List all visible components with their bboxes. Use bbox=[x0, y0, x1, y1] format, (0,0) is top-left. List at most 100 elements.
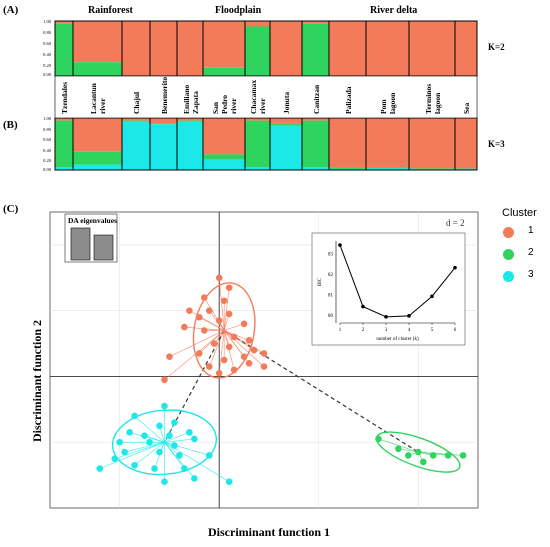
population-label: Pom bbox=[379, 99, 388, 114]
legend-swatch-1 bbox=[503, 227, 514, 238]
population-label: river bbox=[258, 98, 267, 114]
k3-label: K=3 bbox=[488, 139, 505, 149]
cluster-3-point bbox=[171, 419, 178, 426]
k3-bar-3 bbox=[455, 168, 477, 170]
k2-bar-1 bbox=[455, 21, 477, 76]
cluster-2-point bbox=[419, 458, 427, 466]
k2-bar-2 bbox=[55, 23, 73, 76]
k3-bar-3 bbox=[270, 125, 302, 170]
ytick: 0.20 bbox=[43, 63, 51, 68]
k3-bar-1 bbox=[122, 118, 150, 121]
population-label: Sea bbox=[462, 102, 471, 114]
cluster-3-point bbox=[131, 412, 138, 420]
cluster-2-point bbox=[429, 452, 437, 459]
k3-bar-1 bbox=[150, 118, 177, 124]
cluster-1-point bbox=[225, 343, 233, 351]
cluster-2-point bbox=[395, 445, 402, 453]
bic-x-tick-label: 2 bbox=[362, 328, 365, 333]
cluster-2-point bbox=[405, 452, 412, 459]
cluster-1-point bbox=[215, 317, 223, 324]
ytick: 0.00 bbox=[43, 167, 51, 172]
cluster-3-point bbox=[146, 438, 153, 446]
population-label: Terminos bbox=[423, 83, 433, 114]
bic-line bbox=[339, 244, 456, 318]
cluster-1-spoke bbox=[169, 330, 225, 358]
k3-bar-1 bbox=[55, 118, 73, 121]
ytick: 1.00 bbox=[43, 19, 51, 24]
cluster-2-point bbox=[414, 448, 422, 456]
ytick: 0.20 bbox=[43, 158, 51, 163]
cluster-1-point bbox=[196, 313, 203, 321]
k3-bar-3 bbox=[245, 167, 270, 170]
ytick: 0.00 bbox=[43, 72, 51, 77]
cluster-1-point bbox=[260, 363, 268, 370]
cluster-1-point bbox=[196, 350, 203, 357]
cluster-3-point bbox=[96, 465, 104, 472]
cluster-3-point bbox=[156, 422, 163, 430]
bic-x-tick-label: 6 bbox=[454, 328, 457, 333]
k3-bar-2 bbox=[455, 168, 477, 169]
population-label: Emiliano bbox=[181, 84, 191, 114]
bic-y-label: BIC bbox=[318, 277, 323, 286]
ytick: 1.00 bbox=[43, 116, 51, 121]
cluster-3-point bbox=[161, 402, 168, 410]
legend-label-1: 1 bbox=[528, 225, 534, 236]
eigenvalue-bar bbox=[93, 234, 114, 261]
k3-bar-2 bbox=[329, 167, 366, 169]
cluster-1-point bbox=[205, 307, 213, 314]
bic-x-label: number of cluster (k) bbox=[376, 337, 419, 342]
cluster-1-point bbox=[240, 320, 248, 328]
k3-bar-2 bbox=[73, 151, 122, 165]
k2-bar-1 bbox=[366, 21, 409, 76]
legend-label-2: 2 bbox=[528, 247, 534, 258]
bic-x-tick-label: 1 bbox=[339, 328, 342, 333]
population-label: Canitzan bbox=[311, 84, 321, 114]
population-label: Chacamax bbox=[249, 79, 258, 114]
cluster-3-spoke bbox=[114, 441, 165, 459]
bic-y-tick-label: 81 bbox=[328, 293, 334, 298]
cluster-3-point bbox=[205, 452, 213, 459]
cluster-1-point bbox=[161, 376, 168, 384]
k2-bar-1 bbox=[150, 21, 177, 76]
eigenvalue-bar bbox=[70, 227, 91, 261]
cluster-1-point bbox=[230, 333, 238, 341]
k2-bar-1 bbox=[122, 21, 150, 76]
population-label: Tzendales bbox=[60, 81, 69, 114]
k2-bar-1 bbox=[270, 21, 302, 76]
cluster-1-point bbox=[166, 353, 173, 361]
k3-bar-3 bbox=[122, 121, 150, 170]
k3-bar-1 bbox=[366, 118, 409, 168]
cluster-3-ellipse bbox=[111, 409, 218, 476]
k2-bar-1 bbox=[55, 21, 73, 24]
cluster-1-point bbox=[215, 369, 223, 377]
cluster-1-point bbox=[250, 346, 258, 354]
bic-point bbox=[338, 243, 342, 247]
cluster-3-spoke bbox=[99, 441, 165, 469]
cluster-3-point bbox=[131, 461, 138, 469]
cluster-3-spoke bbox=[164, 441, 230, 482]
cluster-1-point bbox=[245, 359, 253, 367]
cluster-1-point bbox=[230, 366, 238, 374]
ytick: 0.60 bbox=[43, 137, 51, 142]
cluster-1-ellipse bbox=[192, 282, 256, 379]
cluster-1-point bbox=[200, 294, 208, 301]
bic-point bbox=[407, 314, 411, 318]
cluster-1-point bbox=[220, 356, 228, 364]
cluster-3-spoke bbox=[164, 441, 180, 456]
ytick: 0.60 bbox=[43, 41, 51, 46]
k3-bar-1 bbox=[329, 118, 366, 168]
k3-bar-3 bbox=[177, 121, 203, 170]
population-label: Jonuta bbox=[282, 91, 291, 114]
cluster-3-point bbox=[121, 448, 128, 456]
cluster-3-point bbox=[166, 432, 173, 439]
cluster-3-point bbox=[116, 438, 123, 446]
k3-bar-1 bbox=[455, 118, 477, 169]
k2-bar-1 bbox=[409, 21, 455, 76]
k3-bar-3 bbox=[409, 168, 455, 170]
cluster-1-spoke bbox=[218, 277, 225, 331]
cluster-1-spoke bbox=[224, 330, 265, 354]
population-label: Palizada bbox=[343, 86, 353, 115]
panel-a-label: (A) bbox=[3, 4, 19, 16]
population-label: San bbox=[211, 101, 220, 114]
cluster-3-spoke bbox=[134, 415, 165, 443]
